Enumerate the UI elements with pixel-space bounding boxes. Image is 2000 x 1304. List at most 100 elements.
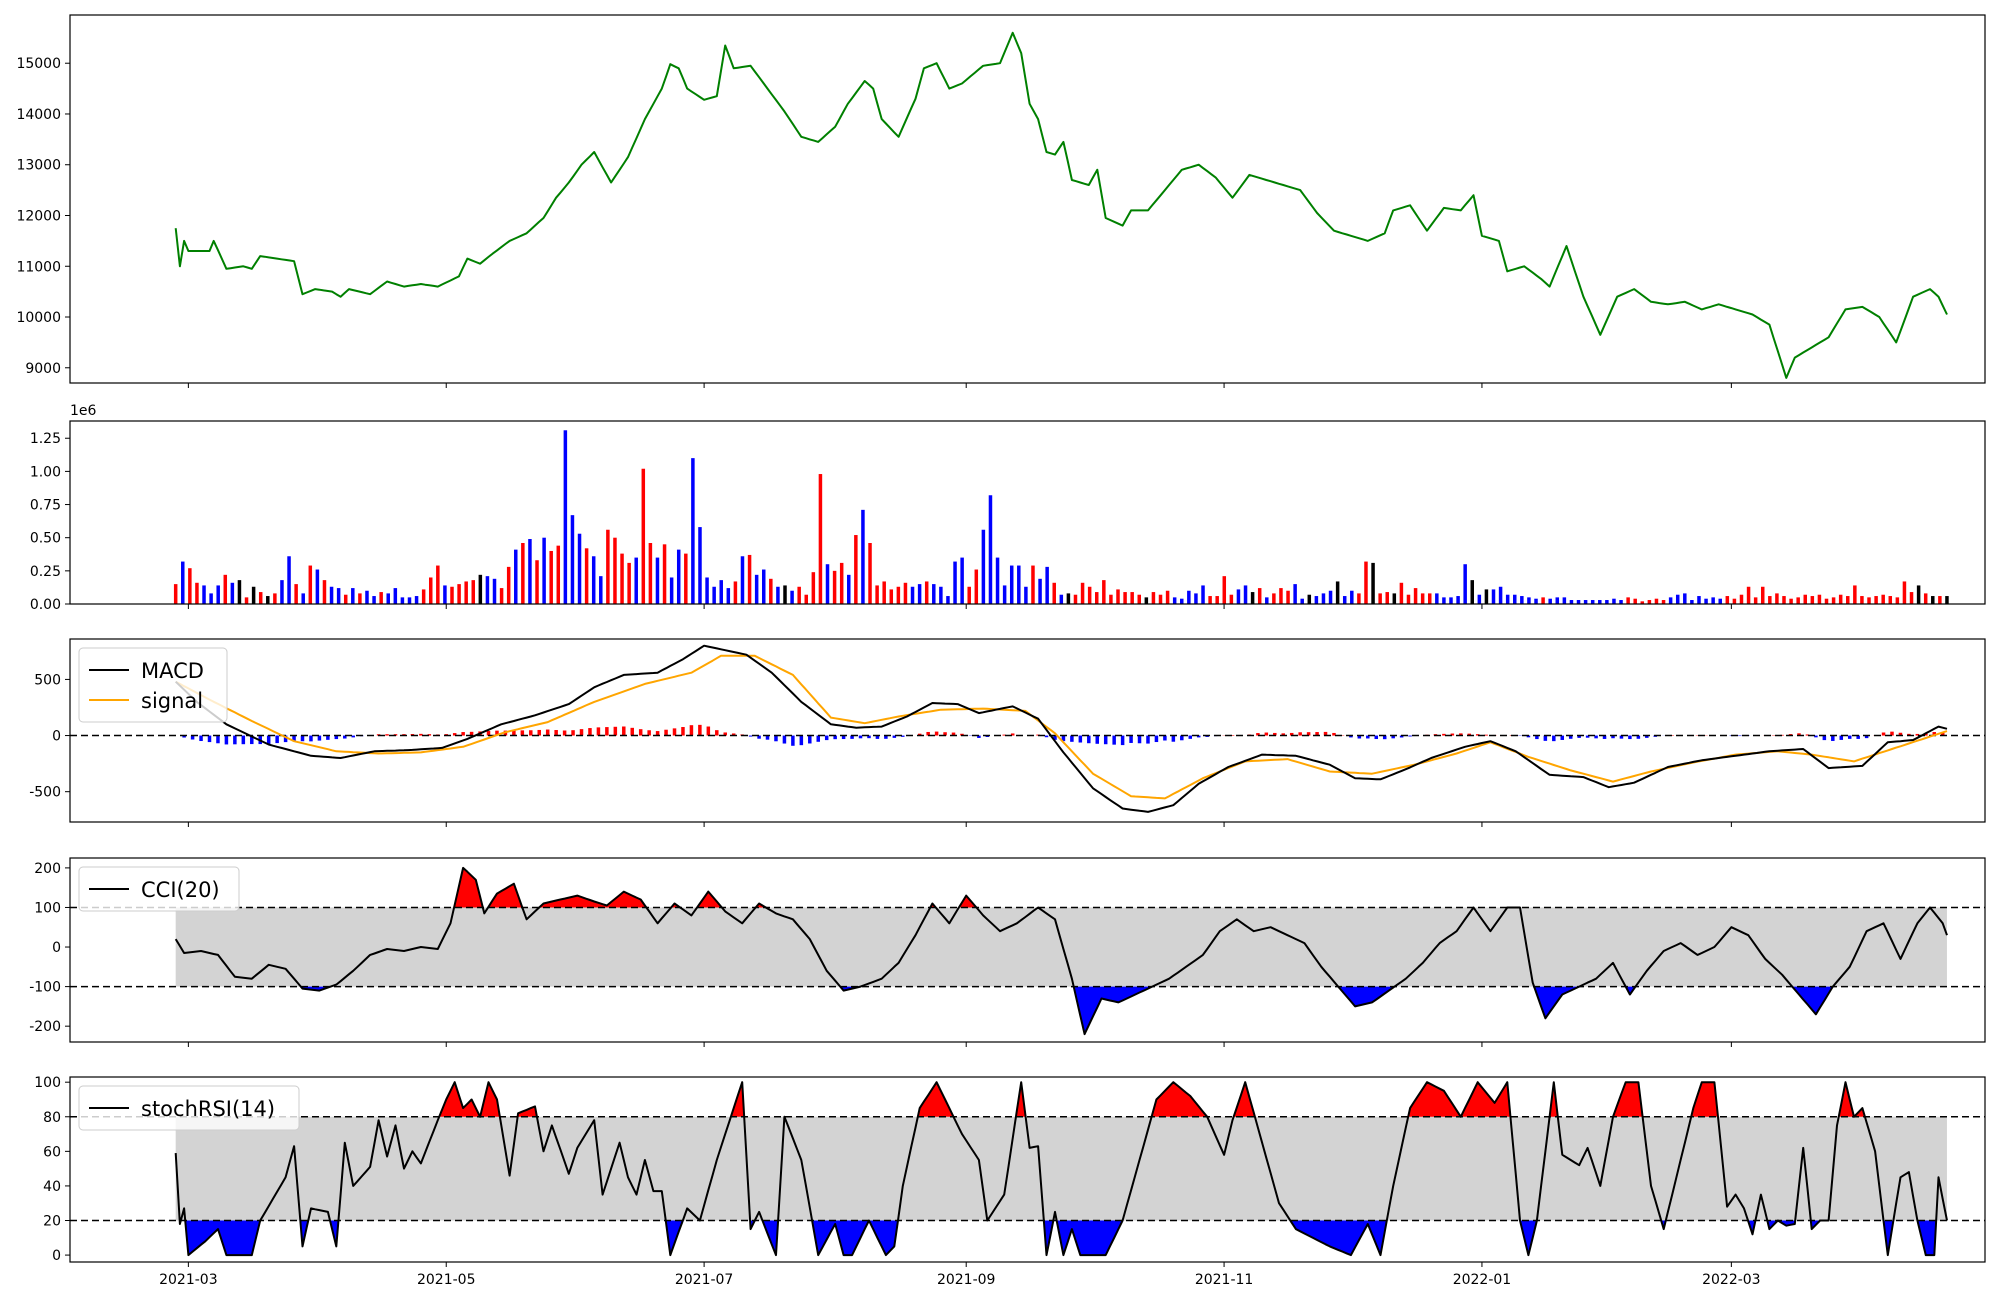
volume-bar [1839,595,1843,604]
macd-histogram-bar [1628,736,1632,739]
volume-bar [1492,589,1496,604]
volume-bar [1789,599,1793,604]
volume-bar [783,585,787,604]
macd-legend-label: signal [141,689,203,713]
volume-bar [1556,597,1560,604]
volume-bar [1102,580,1106,604]
volume-bar [1152,592,1156,604]
volume-bar [1704,599,1708,604]
macd-histogram-bar [630,728,634,736]
volume-bar [592,556,596,604]
volume-bar [1371,563,1375,604]
volume-bar [1038,579,1042,604]
volume-bar [677,550,681,604]
macd-histogram-bar [1096,736,1100,744]
macd-histogram-bar [580,729,584,735]
volume-bar [1456,596,1460,604]
volume-bar [1499,587,1503,604]
volume-bar [1548,599,1552,604]
volume-bar [1230,595,1234,604]
macd-histogram-bar [605,727,609,735]
volume-bar [925,581,929,604]
price-ytick-label: 9000 [25,361,61,377]
volume-bar [840,563,844,604]
volume-bar [259,592,263,604]
volume-bar [1293,584,1297,604]
volume-bar [1697,596,1701,604]
volume-bar [1931,596,1935,604]
volume-bar [691,458,695,604]
volume-bar [1485,589,1489,604]
volume-bar [1173,597,1177,604]
stochrsi-legend-label: stochRSI(14) [141,1097,275,1121]
volume-bar [748,555,752,604]
macd-histogram-bar [242,736,246,745]
volume-bar [1747,587,1751,604]
volume-bar [181,562,185,604]
volume-bar [1138,595,1142,604]
macd-histogram-bar [199,736,203,741]
volume-bar [1513,595,1517,604]
price-line [176,33,1947,378]
volume-bar [649,543,653,604]
volume-bar [1159,595,1163,604]
volume-bar [1633,599,1637,604]
macd-histogram-bar [707,727,711,736]
macd-line [176,646,1947,812]
macd-legend-label: MACD [141,659,204,683]
volume-bar [656,558,660,604]
cci-neutral-band [176,907,1947,986]
volume-bar [875,585,879,604]
macd-histogram-bar [521,730,525,735]
macd-histogram-bar [537,730,541,736]
macd-histogram-bar [554,730,558,736]
macd-histogram-bar [800,736,804,746]
volume-bar [1060,595,1064,604]
macd-histogram-bar [1172,736,1176,742]
macd-histogram-bar [233,736,237,745]
macd-histogram-bar [571,730,575,735]
stochrsi-ytick-label: 40 [43,1179,61,1195]
macd-histogram-bar [301,736,305,742]
volume-bar [1215,596,1219,604]
volume-bar [1350,591,1354,604]
volume-bar [1407,595,1411,604]
macd-histogram-bar [749,736,753,737]
volume-bar [195,583,199,604]
volume-bar [1818,595,1822,604]
volume-bar [1442,597,1446,604]
macd-histogram-bar [546,730,550,736]
volume-bar [1428,593,1432,604]
volume-bar [386,593,390,604]
volume-bar [1506,595,1510,604]
volume-bar [415,596,419,604]
volume-bar [188,568,192,604]
volume-axes-frame [70,421,1985,604]
macd-histogram-bar [318,736,322,741]
volume-bar [769,579,773,604]
volume-bar [1272,593,1276,604]
macd-histogram-bar [1408,736,1412,737]
macd-histogram-bar [1079,736,1083,743]
volume-bar [1626,597,1630,604]
volume-bar [1109,595,1113,604]
macd-histogram-bar [1045,736,1049,738]
cci-oversold-fill [1074,987,1153,1035]
volume-bar [436,566,440,604]
macd-histogram-bar [774,736,778,742]
volume-bar [549,551,553,604]
volume-bar [1471,580,1475,604]
volume-bar [1733,599,1737,604]
volume-bar [323,580,327,604]
volume-bar [904,583,908,604]
volume-bar [967,587,971,604]
macd-histogram-bar [351,736,355,738]
volume-bar [493,579,497,604]
volume-bar [663,544,667,604]
xtick-label: 2022-03 [1702,1272,1761,1288]
macd-histogram-bar [783,736,787,744]
volume-bar [684,554,688,604]
stochrsi-oversold-fill [1917,1221,1936,1256]
macd-histogram-bar [673,728,677,735]
